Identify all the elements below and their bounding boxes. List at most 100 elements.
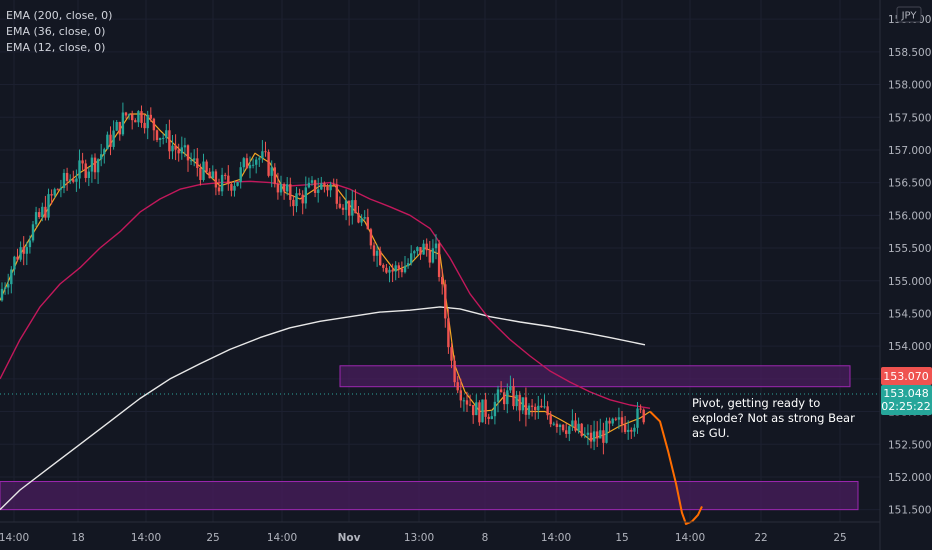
candle-body xyxy=(205,161,208,172)
candle-body xyxy=(360,218,363,223)
x-tick-label: 22 xyxy=(754,532,767,544)
candle-body xyxy=(496,389,500,402)
legend-ema-12[interactable]: EMA (12, close, 0) xyxy=(6,41,106,54)
candle-body xyxy=(568,426,571,434)
candle-body xyxy=(276,183,280,193)
candle-body xyxy=(208,171,211,179)
annotation-note[interactable]: Pivot, getting ready to explode? Not as … xyxy=(692,396,855,440)
x-tick-label: 14:00 xyxy=(0,532,29,544)
x-tick-label: 13:00 xyxy=(404,532,434,544)
candle-body xyxy=(162,137,165,139)
candle-body xyxy=(571,420,574,427)
candle-body xyxy=(475,402,478,416)
candle-body xyxy=(38,212,41,218)
candle-body xyxy=(152,118,156,131)
x-tick-label: 25 xyxy=(206,532,219,544)
candle-body xyxy=(282,184,286,192)
currency-label: JPY xyxy=(901,11,918,22)
candle-body xyxy=(84,163,87,178)
candle-body xyxy=(444,284,447,319)
candle-body xyxy=(180,147,183,154)
candle-body xyxy=(146,114,149,129)
candle-body xyxy=(174,145,177,150)
projection-drawing[interactable] xyxy=(649,410,703,525)
candle-body xyxy=(493,401,497,417)
candle-body xyxy=(65,172,69,181)
candle-body xyxy=(406,263,410,267)
candle-body xyxy=(437,243,441,277)
candle-body xyxy=(394,265,397,272)
candle-body xyxy=(124,112,128,116)
x-tick-label: 14:00 xyxy=(131,532,161,544)
candle-body xyxy=(608,420,611,424)
ema-200-line[interactable] xyxy=(0,306,646,511)
candle-body xyxy=(183,145,187,148)
candle-body xyxy=(617,417,621,420)
y-tick-label: 156.000 xyxy=(888,210,931,222)
x-tick-label: Nov xyxy=(338,532,361,544)
candle-body xyxy=(555,423,559,428)
candle-body xyxy=(639,408,642,410)
candle-body xyxy=(512,386,515,407)
x-tick-label: 8 xyxy=(482,532,489,544)
candle-body xyxy=(323,183,326,187)
candle-body xyxy=(239,167,242,183)
candle-body xyxy=(391,269,394,272)
y-tick-label: 152.000 xyxy=(888,472,931,484)
candle-body xyxy=(258,158,261,160)
candle-body xyxy=(10,269,13,285)
candle-body xyxy=(478,402,481,423)
candle-body xyxy=(627,429,630,432)
y-tick-label: 156.500 xyxy=(888,178,931,190)
x-tick-label: 14:00 xyxy=(267,532,297,544)
candle-body xyxy=(465,400,469,405)
candle-body xyxy=(233,185,236,191)
candle-body xyxy=(242,158,245,168)
candle-body xyxy=(400,268,404,273)
candle-body xyxy=(397,265,400,269)
candle-body xyxy=(468,404,472,406)
ema-36-line[interactable] xyxy=(0,180,651,409)
candle-body xyxy=(623,424,627,432)
candle-body xyxy=(310,180,314,183)
candle-body xyxy=(503,392,506,405)
candle-body xyxy=(53,189,56,196)
candle-body xyxy=(295,193,298,207)
candle-body xyxy=(366,217,369,230)
candle-body xyxy=(121,112,125,135)
support-resistance-zone[interactable] xyxy=(339,365,851,388)
candle-body xyxy=(115,121,118,131)
candle-body xyxy=(375,250,379,256)
candle-body xyxy=(292,199,295,207)
candle-body xyxy=(220,174,224,192)
candle-body xyxy=(385,267,388,273)
y-tick-label: 157.500 xyxy=(888,112,931,124)
candle-body xyxy=(264,151,267,153)
candle-body xyxy=(363,217,366,219)
y-tick-label: 152.500 xyxy=(888,439,931,451)
legend-ema-36[interactable]: EMA (36, close, 0) xyxy=(6,25,106,38)
candle-body xyxy=(543,406,546,408)
candle-body xyxy=(261,151,264,159)
candle-body xyxy=(636,408,639,428)
ema-12-line[interactable] xyxy=(0,113,651,441)
candle-body xyxy=(332,184,335,186)
indicator-legend: EMA (200, close, 0) EMA (36, close, 0) E… xyxy=(6,8,112,56)
candle-body xyxy=(481,399,484,423)
support-resistance-zone[interactable] xyxy=(0,481,859,511)
candle-body xyxy=(137,111,140,123)
candle-body xyxy=(453,360,456,383)
candle-body xyxy=(28,240,32,248)
candle-body xyxy=(534,406,537,411)
candle-body xyxy=(599,430,602,439)
candle-body xyxy=(56,189,59,191)
candle-body xyxy=(428,250,431,263)
legend-ema-200[interactable]: EMA (200, close, 0) xyxy=(6,9,113,22)
candle-body xyxy=(611,418,614,424)
candle-body xyxy=(472,405,475,416)
candle-body xyxy=(403,266,407,273)
x-tick-label: 15 xyxy=(615,532,628,544)
candle-body xyxy=(47,194,50,218)
candle-body xyxy=(351,200,354,216)
